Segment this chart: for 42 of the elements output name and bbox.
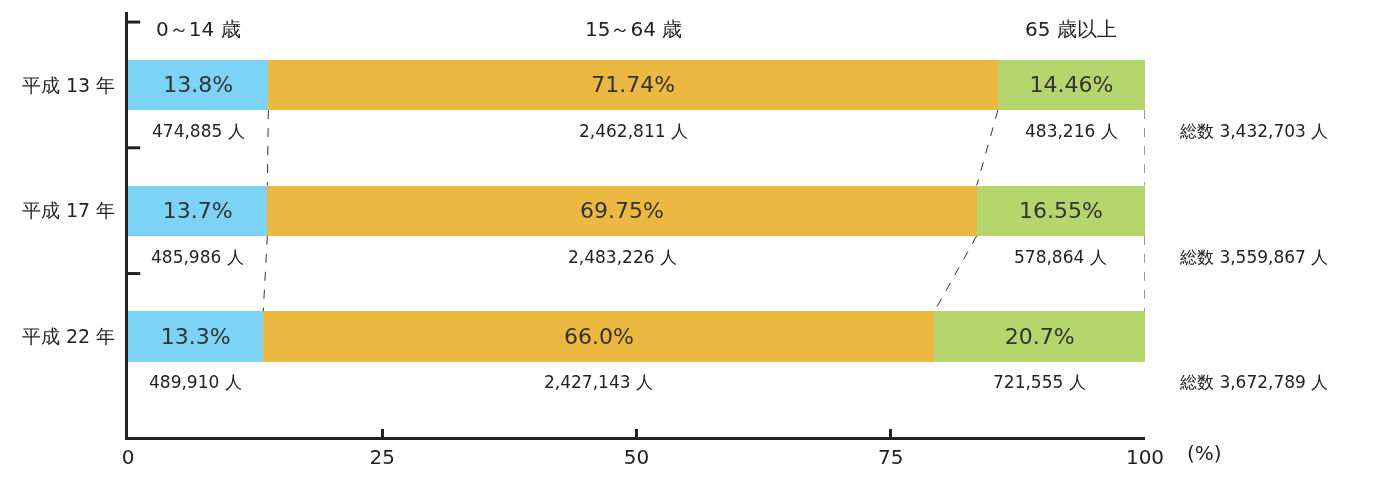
y-tick-label: 平成 22 年 — [21, 325, 116, 348]
total-label: 総数 3,559,867 人 — [1179, 247, 1329, 267]
x-axis-title: (%) — [1187, 441, 1222, 465]
y-tick-label: 平成 17 年 — [21, 199, 116, 222]
total-label: 総数 3,672,789 人 — [1179, 372, 1329, 392]
x-tick-label: 50 — [623, 445, 650, 469]
annotation: 721,555 人 — [993, 372, 1086, 392]
annotation: 2,462,811 人 — [579, 121, 688, 141]
bar — [997, 59, 1145, 111]
data-label: 20.7% — [1004, 323, 1075, 349]
bar — [128, 311, 264, 362]
bar — [263, 311, 935, 362]
data-label: 13.8% — [163, 72, 234, 98]
data-label: 13.3% — [160, 323, 231, 349]
data-label: 69.75% — [580, 198, 664, 224]
annotation: 489,910 人 — [149, 372, 242, 392]
total-label: 総数 3,432,703 人 — [1179, 121, 1329, 141]
annotation: 485,986 人 — [151, 247, 244, 267]
annotation: 2,427,143 人 — [544, 372, 653, 392]
bar — [934, 311, 1145, 362]
data-label: 14.46% — [1029, 72, 1114, 98]
x-tick-label: 0 — [121, 445, 135, 469]
data-label: 66.0% — [563, 323, 634, 349]
y-tick-label: 平成 13 年 — [21, 73, 116, 96]
bar — [128, 185, 268, 236]
bar — [268, 59, 998, 111]
annotation: 578,864 人 — [1014, 247, 1107, 267]
series-label: 65 歳以上 — [1025, 17, 1117, 41]
series-label: 15～64 歳 — [585, 17, 683, 41]
annotation: 474,885 人 — [152, 121, 245, 141]
annotation: 2,483,226 人 — [568, 247, 677, 267]
bar — [128, 59, 269, 111]
x-tick-label: 75 — [878, 445, 904, 469]
data-label: 16.55% — [1018, 198, 1103, 224]
x-tick-label: 100 — [1125, 445, 1165, 469]
bar — [976, 185, 1145, 236]
data-label: 13.7% — [162, 198, 233, 224]
x-tick-label: 25 — [369, 445, 395, 469]
series-label: 0～14 歳 — [156, 17, 241, 41]
bar — [267, 185, 977, 236]
data-label: 71.74% — [591, 72, 676, 98]
annotation: 483,216 人 — [1025, 121, 1118, 141]
